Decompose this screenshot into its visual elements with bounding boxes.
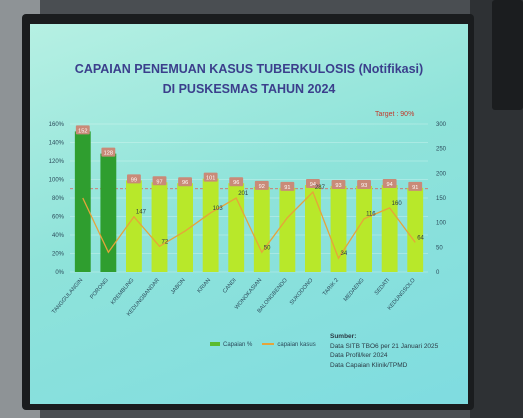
bar	[177, 183, 193, 272]
source-line: Data Profil/ker 2024	[330, 352, 388, 359]
bar-label-box	[178, 177, 192, 187]
bar-value-label: 92	[259, 184, 265, 190]
legend-line-label: capaian kasus	[277, 342, 316, 348]
category-label: TARIK 2	[322, 277, 340, 297]
line-data-label: 147	[136, 210, 147, 216]
line-data-label: 64	[417, 235, 424, 241]
bar-value-label: 93	[361, 183, 367, 189]
bar-value-label: 91	[284, 185, 290, 191]
category-label: SUKODONO	[289, 277, 315, 306]
line-data-label: 160	[392, 201, 403, 207]
category-label: WONOKASIAN	[234, 277, 263, 310]
category-label: JABON	[170, 277, 187, 295]
bar-label-box	[306, 179, 320, 189]
series-line-capaian-kasus	[82, 190, 416, 260]
bar-label-box	[229, 177, 244, 187]
bar-label-box	[408, 181, 423, 191]
legend-line-swatch	[262, 343, 275, 346]
source-line: Data Capaian Klinik/TPMD	[330, 361, 408, 369]
bar	[74, 131, 91, 272]
right-tick-label: 250	[436, 147, 447, 153]
bar-label-box	[357, 179, 371, 189]
combo-chart: 0% 20% 40% 60% 80% 100% 120% 140% 160% 0 50 100 150 2…	[49, 122, 447, 317]
chart-title-line-2: DI PUSKESMAS TAHUN 2024	[162, 82, 336, 96]
bar-label-box	[280, 181, 295, 191]
line-data-label: 103	[213, 206, 224, 212]
line-data-label: 116	[366, 212, 376, 218]
right-tick-label: 0	[436, 270, 440, 276]
bar-label-box	[75, 125, 90, 135]
line-data-label: 50	[264, 245, 271, 251]
sources-heading: Sumber:	[330, 333, 357, 340]
bar-label-box	[101, 147, 116, 157]
bar	[305, 185, 321, 272]
projected-slide: CAPAIAN PENEMUAN KASUS TUBERKULOSIS (Not…	[30, 24, 468, 404]
category-label: KEDUNGSOLO	[387, 277, 417, 312]
bar-value-label: 93	[335, 183, 341, 189]
bar	[100, 153, 117, 272]
chart-legend: Capaian % capaian kasus	[210, 342, 316, 348]
category-label: CANDI	[222, 277, 238, 295]
left-tick-label: 140%	[49, 141, 65, 147]
right-tick-label: 100	[436, 221, 447, 227]
left-tick-label: 100%	[49, 178, 65, 184]
bar	[381, 185, 398, 272]
bar-label-box	[254, 180, 269, 190]
bar-value-label: 128	[104, 151, 113, 157]
bar-label-box	[331, 179, 346, 189]
left-tick-label: 80%	[52, 196, 65, 202]
bar	[151, 182, 168, 272]
category-label: KRIAN	[197, 277, 213, 294]
bar-value-label: 94	[310, 182, 316, 188]
chart-title-line-1: CAPAIAN PENEMUAN KASUS TUBERKULOSIS (Not…	[74, 62, 424, 76]
bar	[407, 187, 424, 272]
line-data-label: 34	[341, 251, 348, 257]
bar-label-box	[382, 179, 397, 189]
right-tick-label: 50	[436, 245, 443, 251]
category-label: KREMBUNG	[110, 277, 135, 306]
sources-block: Sumber: Data SITB TBO6 per 21 Januari 20…	[330, 332, 438, 370]
category-label: SEDATI	[374, 277, 392, 296]
left-tick-label: 120%	[49, 159, 65, 165]
source-line: Data SITB TBO6 per 21 Januari 2025	[330, 342, 439, 350]
bar-value-label: 99	[131, 177, 137, 183]
bar	[279, 187, 296, 272]
right-tick-label: 200	[436, 171, 447, 177]
bar	[253, 186, 270, 272]
bar-value-label: 96	[182, 180, 188, 186]
bar-label-box	[127, 174, 141, 184]
legend-bar-swatch	[210, 342, 220, 347]
right-tick-label: 300	[436, 122, 447, 128]
bar	[126, 180, 142, 272]
left-tick-label: 60%	[52, 215, 65, 221]
bar	[202, 178, 219, 272]
right-tick-label: 150	[436, 196, 447, 202]
category-label: PORONG	[89, 277, 110, 300]
bar	[330, 185, 347, 272]
legend-bar-label: Capaian %	[223, 342, 253, 348]
bar-label-box	[203, 172, 218, 182]
bar-label-box	[152, 176, 167, 186]
left-tick-label: 40%	[52, 233, 65, 239]
bar-value-label: 152	[78, 128, 87, 134]
line-data-label: 287	[315, 185, 326, 191]
bar-value-label: 94	[387, 182, 393, 188]
bar	[356, 185, 372, 272]
bar-value-label: 96	[233, 180, 239, 186]
bar-value-label: 101	[206, 176, 215, 182]
speaker	[492, 0, 523, 110]
line-data-label: 72	[162, 239, 169, 245]
left-tick-label: 20%	[52, 252, 65, 258]
target-label: Target : 90%	[375, 111, 415, 118]
bar-value-label: 97	[156, 179, 162, 185]
category-label: MEDAENG	[343, 277, 366, 303]
left-tick-label: 0%	[55, 270, 64, 276]
line-data-label: 201	[238, 191, 249, 197]
bar-value-label: 91	[412, 185, 418, 191]
category-label: TANGGULANGIN	[51, 277, 84, 315]
left-tick-label: 160%	[49, 122, 65, 128]
